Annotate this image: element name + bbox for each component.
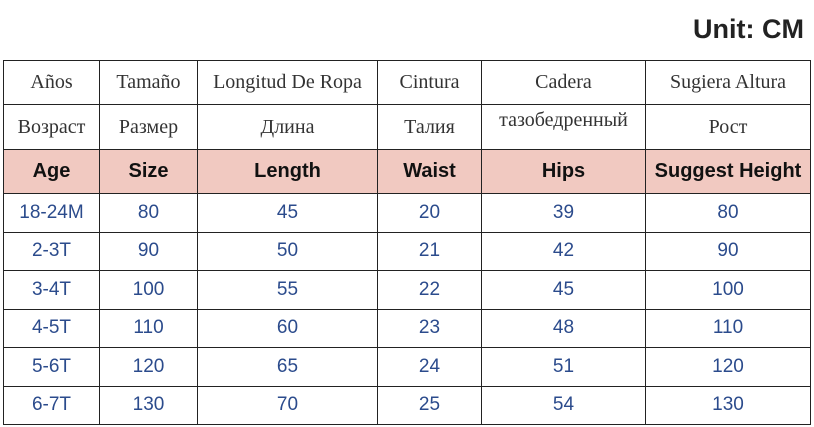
data-row: 4-5T 110 60 23 48 110 bbox=[3, 308, 811, 348]
data-row-cell: 48 bbox=[481, 308, 646, 348]
header-russian-cell: Рост bbox=[645, 104, 811, 150]
header-spanish-cell: Sugiera Altura bbox=[645, 60, 811, 105]
data-row-cell: 18-24M bbox=[3, 193, 100, 233]
data-row-cell: 90 bbox=[99, 231, 198, 271]
data-row-cell: 100 bbox=[99, 270, 198, 310]
header-english-cell: Hips bbox=[481, 149, 646, 194]
header-russian-cell: Длина bbox=[197, 104, 378, 150]
data-row-cell: 4-5T bbox=[3, 308, 100, 348]
data-row-cell: 45 bbox=[481, 270, 646, 310]
data-row: 6-7T 130 70 25 54 130 bbox=[3, 385, 811, 425]
unit-label: Unit: CM bbox=[693, 14, 804, 44]
data-row-cell: 3-4T bbox=[3, 270, 100, 310]
data-row-cell: 110 bbox=[645, 308, 811, 348]
data-row-cell: 20 bbox=[377, 193, 482, 233]
data-row-cell: 6-7T bbox=[3, 385, 100, 425]
data-row: 18-24M 80 45 20 39 80 bbox=[3, 193, 811, 233]
data-row-cell: 21 bbox=[377, 231, 482, 271]
data-row-cell: 130 bbox=[645, 385, 811, 425]
data-row-cell: 55 bbox=[197, 270, 378, 310]
data-row-cell: 70 bbox=[197, 385, 378, 425]
data-row-cell: 54 bbox=[481, 385, 646, 425]
size-table: Años Tamaño Longitud De Ropa Cintura Cadera S… bbox=[3, 60, 811, 425]
cell-text: тазобедренный bbox=[499, 109, 628, 131]
data-row-cell: 80 bbox=[99, 193, 198, 233]
data-row-cell: 100 bbox=[645, 270, 811, 310]
header-english-cell: Age bbox=[3, 149, 100, 194]
data-row-cell: 51 bbox=[481, 347, 646, 387]
data-row-cell: 22 bbox=[377, 270, 482, 310]
data-row: 5-6T 120 65 24 51 120 bbox=[3, 347, 811, 387]
data-row-cell: 2-3T bbox=[3, 231, 100, 271]
header-spanish-cell: Tamaño bbox=[99, 60, 198, 105]
header-russian-cell: Возраст bbox=[3, 104, 100, 150]
header-russian: Возраст Размер Длина Талия тазобедренный Рост bbox=[3, 104, 811, 150]
data-row-cell: 80 bbox=[645, 193, 811, 233]
header-spanish-cell: Longitud De Ropa bbox=[197, 60, 378, 105]
header-english-cell: Length bbox=[197, 149, 378, 194]
data-row-cell: 39 bbox=[481, 193, 646, 233]
data-row: 2-3T 90 50 21 42 90 bbox=[3, 231, 811, 271]
header-russian-cell: Размер bbox=[99, 104, 198, 150]
header-spanish-cell: Cintura bbox=[377, 60, 482, 105]
data-row-cell: 45 bbox=[197, 193, 378, 233]
header-english: Age Size Length Waist Hips Suggest Height bbox=[3, 149, 811, 194]
header-english-cell: Waist bbox=[377, 149, 482, 194]
data-row-cell: 65 bbox=[197, 347, 378, 387]
header-spanish: Años Tamaño Longitud De Ropa Cintura Cadera S… bbox=[3, 60, 811, 105]
data-row-cell: 120 bbox=[645, 347, 811, 387]
data-row-cell: 90 bbox=[645, 231, 811, 271]
data-row-cell: 23 bbox=[377, 308, 482, 348]
data-row-cell: 120 bbox=[99, 347, 198, 387]
data-row-cell: 24 bbox=[377, 347, 482, 387]
data-row-cell: 60 bbox=[197, 308, 378, 348]
header-russian-cell: Талия bbox=[377, 104, 482, 150]
data-row-cell: 130 bbox=[99, 385, 198, 425]
header-spanish-cell: Años bbox=[3, 60, 100, 105]
data-row-cell: 42 bbox=[481, 231, 646, 271]
header-russian-cell: тазобедренный bbox=[481, 104, 646, 150]
header-english-cell: Size bbox=[99, 149, 198, 194]
data-row: 3-4T 100 55 22 45 100 bbox=[3, 270, 811, 310]
data-row-cell: 110 bbox=[99, 308, 198, 348]
data-row-cell: 25 bbox=[377, 385, 482, 425]
header-spanish-cell: Cadera bbox=[481, 60, 646, 105]
data-row-cell: 5-6T bbox=[3, 347, 100, 387]
header-english-cell: Suggest Height bbox=[645, 149, 811, 194]
data-row-cell: 50 bbox=[197, 231, 378, 271]
